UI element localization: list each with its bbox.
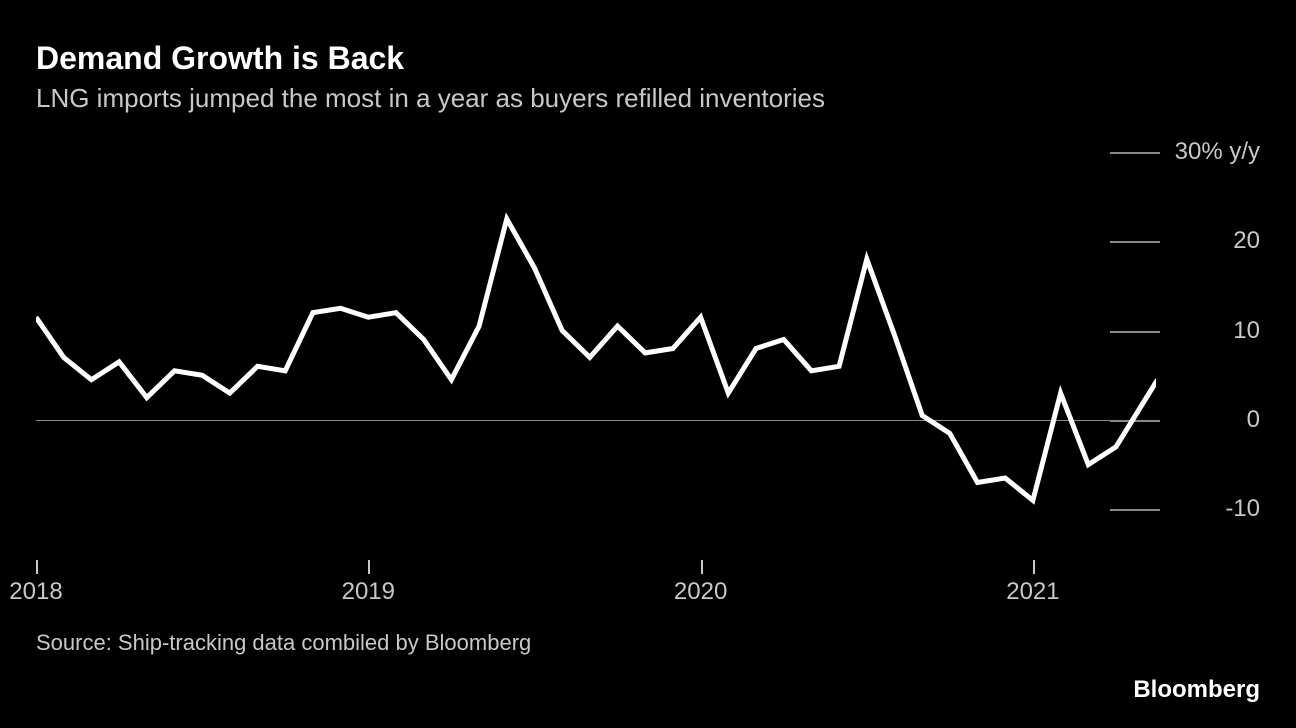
x-axis-label: 2019 (342, 578, 395, 606)
chart-area: 30% y/y20100-102018201920202021 (36, 134, 1260, 614)
chart-title: Demand Growth is Back (36, 40, 1260, 77)
x-axis-label: 2018 (9, 578, 62, 606)
y-axis-label: 20 (1233, 227, 1260, 255)
chart-subtitle: LNG imports jumped the most in a year as… (36, 83, 1260, 114)
x-axis-label: 2020 (674, 578, 727, 606)
y-axis-label: 10 (1233, 317, 1260, 345)
y-axis-label: -10 (1225, 495, 1260, 523)
source-text: Source: Ship-tracking data combiled by B… (36, 630, 1260, 656)
bloomberg-logo: Bloomberg (1133, 676, 1260, 704)
y-axis-label: 0 (1247, 406, 1260, 434)
y-axis-label: 30% y/y (1175, 138, 1260, 166)
line-series (36, 134, 1156, 574)
x-axis-label: 2021 (1006, 578, 1059, 606)
